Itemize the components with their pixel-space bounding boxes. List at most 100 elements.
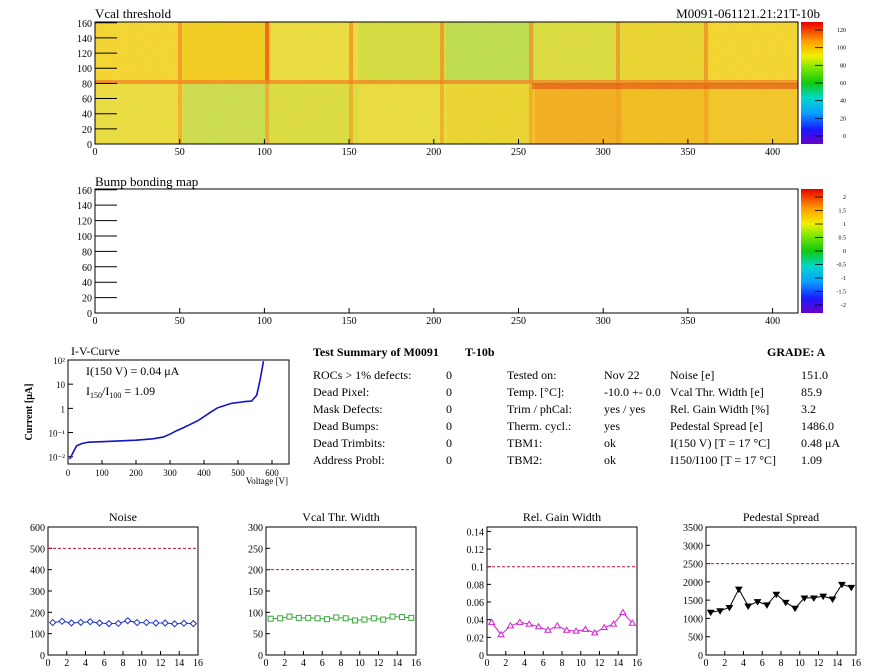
- data-point: [725, 604, 734, 612]
- x-tick-label: 350: [680, 316, 695, 327]
- y-tick-label: 140: [77, 34, 92, 45]
- x-tick-label: 0: [93, 316, 98, 327]
- data-point: [86, 618, 94, 626]
- x-tick-label: 0: [264, 658, 269, 669]
- iv-title: I-V-Curve: [71, 344, 120, 358]
- x-tick-label: 0: [93, 147, 98, 158]
- y-tick-label: 160: [77, 186, 92, 197]
- x-tick-label: 14: [392, 658, 402, 669]
- x-tick-label: 10: [355, 658, 365, 669]
- x-tick-label: 350: [680, 147, 695, 158]
- x-tick-label: 2: [282, 658, 287, 669]
- x-tick-label: 6: [320, 658, 325, 669]
- summary-label: Mask Defects:: [313, 402, 383, 416]
- data-point: [544, 626, 552, 633]
- data-point: [600, 623, 609, 631]
- y-tick-label: 3000: [683, 541, 703, 552]
- data-point: [781, 599, 790, 607]
- iv-xlabel: Voltage [V]: [246, 476, 288, 486]
- data-point: [286, 613, 293, 620]
- x-tick-label: 400: [765, 316, 780, 327]
- z-tick-label: 60: [840, 81, 846, 87]
- x-tick-label: 10: [137, 658, 147, 669]
- data-point: [828, 596, 837, 604]
- x-tick-label: 400: [765, 147, 780, 158]
- y-tick-label: 0: [258, 651, 263, 662]
- small-plot-2: Vcal Thr. Width 0 50 100 150 200 250 300 0 2 4 6 8 10…: [248, 510, 421, 669]
- x-tick-label: 10: [576, 658, 586, 669]
- y-tick-label: 20: [82, 125, 92, 136]
- y-tick-label: 0: [479, 651, 484, 662]
- summary-label: Dead Pixel:: [313, 385, 370, 399]
- y-tick-label: 0: [698, 651, 703, 662]
- y-tick-label: 2000: [683, 578, 703, 589]
- data-point: [277, 615, 284, 622]
- data-point: [123, 616, 132, 625]
- y-tick-label: 1000: [683, 614, 703, 625]
- data-point: [609, 620, 618, 627]
- data-point: [133, 618, 141, 627]
- data-point: [105, 619, 113, 628]
- summary-label: Tested on:: [507, 368, 557, 382]
- y-tick-label: 500: [688, 633, 703, 644]
- summary-value: 0: [446, 436, 452, 450]
- data-point: [161, 619, 169, 627]
- data-point: [772, 591, 781, 599]
- summary-value: 3.2: [801, 402, 816, 416]
- x-tick-label: 50: [175, 147, 185, 158]
- x-tick-label: 0: [46, 658, 51, 669]
- data-point: [95, 619, 104, 627]
- x-tick-label: 0: [485, 658, 490, 669]
- data-point: [590, 628, 599, 636]
- iv-x-tick-label: 500: [231, 468, 245, 478]
- z-tick-label: 80: [840, 63, 846, 69]
- z-tick-label: 1: [843, 222, 846, 228]
- data-point: [170, 620, 179, 628]
- summary-value: 1.09: [801, 453, 822, 467]
- data-point: [408, 614, 415, 621]
- data-point: [58, 617, 66, 626]
- y-tick-label: 0.1: [472, 563, 485, 574]
- small-plot-title: Rel. Gain Width: [523, 510, 601, 524]
- summary-label: Rel. Gain Width [%]: [670, 402, 770, 416]
- small-plot-frame: [265, 526, 417, 656]
- data-point: [534, 622, 543, 630]
- y-tick-label: 80: [82, 247, 92, 258]
- summary-value: -10.0 +- 0.0: [604, 385, 661, 399]
- y-tick-label: 80: [82, 79, 92, 90]
- series-line: [710, 583, 852, 613]
- data-point: [389, 613, 396, 620]
- y-tick-label: 160: [77, 19, 92, 30]
- x-tick-label: 50: [175, 316, 185, 327]
- data-point: [716, 608, 724, 615]
- z-tick-label: 20: [840, 116, 846, 122]
- x-tick-label: 100: [257, 147, 272, 158]
- summary-label: Dead Trimbits:: [313, 436, 386, 450]
- z-tick-label: 0.5: [839, 236, 847, 242]
- iv-y-tick-label: 10: [56, 380, 66, 390]
- data-point: [800, 595, 809, 602]
- y-tick-label: 120: [77, 217, 92, 228]
- y-tick-label: 3500: [683, 523, 703, 534]
- bump-map-title: Bump bonding map: [95, 174, 198, 189]
- summary-label: Therm. cycl.:: [507, 419, 572, 433]
- x-tick-label: 250: [511, 316, 526, 327]
- summary-label: TBM1:: [507, 436, 543, 450]
- data-point: [497, 630, 505, 638]
- x-tick-label: 300: [596, 147, 611, 158]
- data-point: [525, 620, 534, 627]
- series-line: [52, 620, 194, 625]
- x-tick-label: 4: [522, 658, 527, 669]
- data-point: [189, 619, 198, 628]
- x-tick-label: 6: [760, 658, 765, 669]
- x-tick-label: 6: [102, 658, 107, 669]
- x-tick-label: 6: [541, 658, 546, 669]
- summary-label: I150/I100 [T = 17 °C]: [670, 453, 777, 467]
- series-line: [491, 611, 633, 636]
- summary-label: ROCs > 1% defects:: [313, 368, 412, 382]
- data-point: [352, 617, 359, 624]
- y-tick-label: 200: [30, 608, 45, 619]
- x-tick-label: 14: [174, 658, 184, 669]
- small-plot-frame: [705, 526, 857, 656]
